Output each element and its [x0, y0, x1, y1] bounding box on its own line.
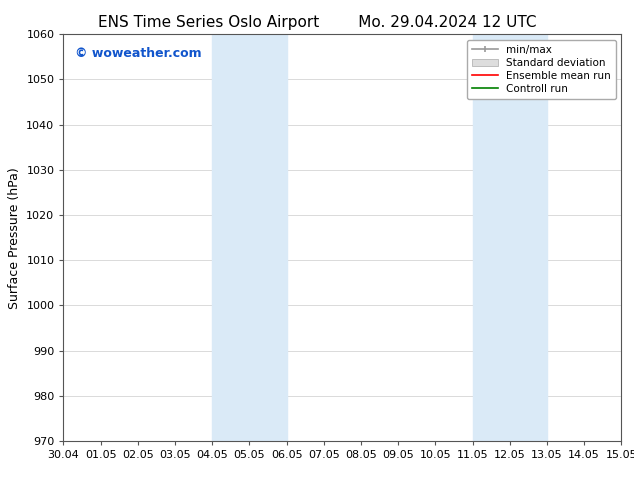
Bar	[212, 34, 287, 441]
Text: ENS Time Series Oslo Airport        Mo. 29.04.2024 12 UTC: ENS Time Series Oslo Airport Mo. 29.04.2…	[98, 15, 536, 30]
Bar	[472, 34, 547, 441]
Y-axis label: Surface Pressure (hPa): Surface Pressure (hPa)	[8, 167, 21, 309]
Text: © woweather.com: © woweather.com	[75, 47, 201, 59]
Legend: min/max, Standard deviation, Ensemble mean run, Controll run: min/max, Standard deviation, Ensemble me…	[467, 40, 616, 99]
